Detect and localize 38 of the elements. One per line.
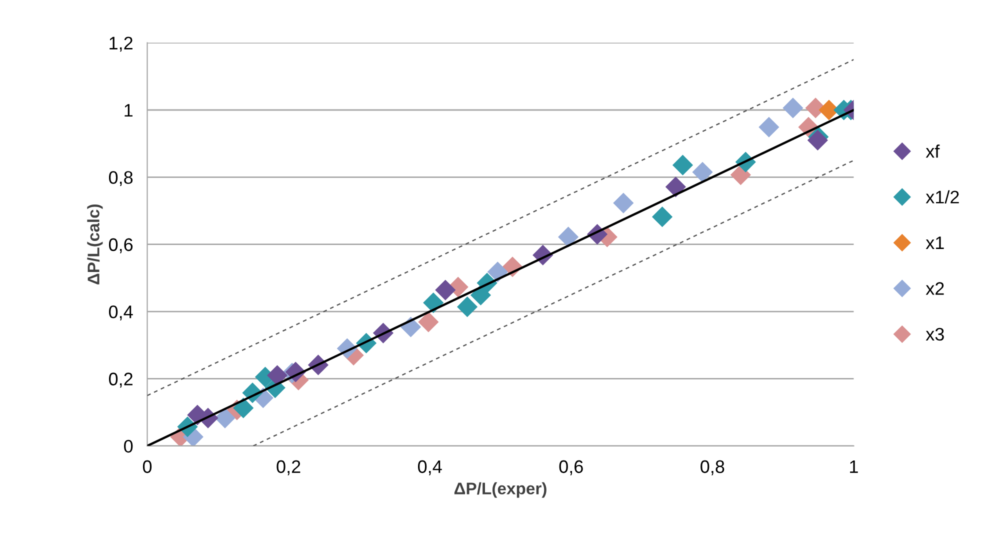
point xyxy=(266,365,288,386)
x-axis-title: ΔP/L(exper) xyxy=(454,482,546,498)
legend-label: x1 xyxy=(926,236,944,250)
point xyxy=(487,262,508,282)
y-tick-label: 0 xyxy=(124,440,133,453)
point xyxy=(435,280,456,300)
point xyxy=(652,206,673,228)
legend-label: xf xyxy=(926,144,940,158)
point xyxy=(692,162,713,182)
y-tick-label: 1,2 xyxy=(110,36,132,52)
x-tick-label: 0,4 xyxy=(418,460,442,476)
point xyxy=(418,312,439,332)
y-tick-label: 0,8 xyxy=(108,171,133,186)
y-tick-label: 0,4 xyxy=(108,305,133,320)
point xyxy=(672,154,694,176)
point xyxy=(214,408,236,428)
legend-label: x3 xyxy=(926,328,944,341)
point xyxy=(456,296,478,318)
point xyxy=(758,116,780,138)
x-tick-label: 0,8 xyxy=(700,460,724,476)
legend-label: x2 xyxy=(926,282,944,295)
point xyxy=(233,398,254,418)
point xyxy=(613,192,634,214)
x-tick-label: 0,2 xyxy=(276,460,300,476)
point xyxy=(423,292,444,314)
point xyxy=(782,98,804,118)
point xyxy=(730,164,751,186)
y-tick-label: 1 xyxy=(124,104,132,117)
point xyxy=(665,176,686,198)
y-tick-label: 0,2 xyxy=(108,372,132,388)
x-tick-label: 1 xyxy=(850,460,858,473)
legend-label: x1/2 xyxy=(926,190,959,204)
x-tick-label: 0,6 xyxy=(559,460,583,476)
point xyxy=(558,226,579,248)
y-tick-label: 0,6 xyxy=(108,238,133,254)
x-tick-label: 0 xyxy=(142,460,152,474)
point xyxy=(807,130,828,151)
y-axis-title: ΔP/L(calc) xyxy=(87,204,103,284)
